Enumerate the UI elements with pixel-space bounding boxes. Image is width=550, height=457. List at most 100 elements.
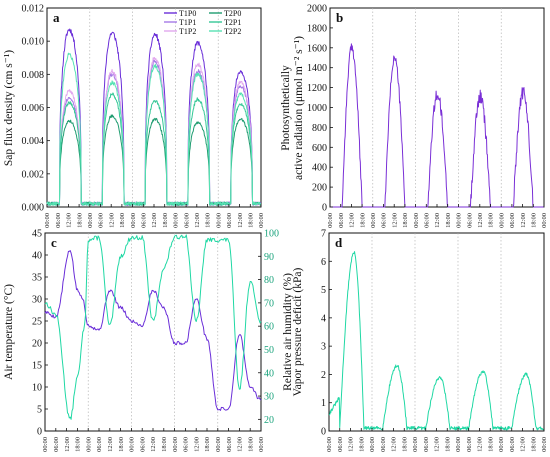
- c-ytick-label: 45: [32, 229, 42, 240]
- c-ytick-label: 30: [32, 295, 42, 306]
- d-xtick-label: 12:00: [434, 437, 441, 452]
- d-xtick-label: 00:00: [455, 437, 462, 452]
- panel-a-ylabel: Sap flux density (cm s⁻¹): [3, 50, 15, 166]
- panel-b-ylabel-line1: Photosynthetically: [280, 65, 292, 151]
- b-xtick-label: 00:00: [498, 213, 505, 228]
- b-ytick-label: 400: [312, 163, 327, 174]
- c-xtick-label: 12:00: [107, 437, 114, 452]
- c-ytick-right-label: 20: [264, 415, 274, 426]
- a-xtick-label: 06:00: [226, 213, 233, 228]
- d-xtick-label: 06:00: [380, 437, 387, 452]
- c-xtick-label: 18:00: [75, 437, 82, 452]
- panel-d-ylabel: Vapor pressure deficit (kPa): [292, 267, 304, 396]
- legend-label-T1P2: T1P2: [179, 27, 196, 36]
- b-ytick-label: 800: [312, 123, 327, 134]
- series-T1P2: [46, 56, 261, 206]
- b-ytick-label: 0: [322, 203, 327, 214]
- d-xtick-label: 06:00: [423, 437, 430, 452]
- panel-d-letter: d: [335, 235, 343, 250]
- a-xtick-label: 06:00: [55, 213, 62, 228]
- d-xtick-label: 18:00: [444, 437, 451, 452]
- b-ytick-label: 1600: [307, 43, 327, 54]
- c-xtick-label: 00:00: [85, 437, 92, 452]
- d-xtick-label: 00:00: [326, 437, 333, 452]
- b-xtick-label: 18:00: [359, 213, 366, 228]
- panel-d-frame: [328, 232, 545, 432]
- legend-label-T1P0: T1P0: [179, 9, 196, 18]
- series-PAR: [329, 43, 544, 208]
- b-ytick-label: 1200: [307, 83, 327, 94]
- a-xtick-label: 00:00: [173, 213, 180, 228]
- c-ytick-right-label: 100: [264, 229, 279, 240]
- c-xtick-label: 12:00: [150, 437, 157, 452]
- c-ytick-right-label: 80: [264, 275, 274, 286]
- b-xtick-label: 18:00: [445, 213, 452, 228]
- d-xtick-label: 06:00: [337, 437, 344, 452]
- panel-c-ylabel-right: Relative air humidity (%): [282, 273, 294, 391]
- d-xtick-label: 18:00: [401, 437, 408, 452]
- d-ytick-label: 0: [321, 427, 326, 438]
- a-xtick-label: 00:00: [44, 213, 51, 228]
- c-xtick-label: 06:00: [226, 437, 233, 452]
- a-xtick-label: 18:00: [119, 213, 126, 228]
- a-ytick-label: 0.002: [22, 169, 45, 180]
- a-xtick-label: 12:00: [237, 213, 244, 228]
- b-ytick-label: 600: [312, 143, 327, 154]
- b-ytick-label: 200: [312, 183, 327, 194]
- c-xtick-label: 00:00: [258, 437, 265, 452]
- a-xtick-label: 00:00: [130, 213, 137, 228]
- d-ytick-label: 6: [321, 257, 326, 268]
- a-xtick-label: 00:00: [258, 213, 265, 228]
- a-xtick-label: 06:00: [183, 213, 190, 228]
- d-ytick-label: 4: [321, 313, 326, 324]
- c-ytick-label: 15: [32, 361, 42, 372]
- panel-c-letter: c: [51, 235, 57, 250]
- c-xtick-label: 06:00: [53, 437, 60, 452]
- b-xtick-label: 18:00: [531, 213, 538, 228]
- a-ytick-label: 0.008: [22, 70, 45, 81]
- d-xtick-label: 18:00: [487, 437, 494, 452]
- panel-b-ylabel-line2: active radiation (μmol m⁻² s⁻¹): [293, 36, 305, 180]
- d-xtick-label: 00:00: [541, 437, 548, 452]
- a-xtick-label: 18:00: [248, 213, 255, 228]
- a-xtick-label: 06:00: [98, 213, 105, 228]
- b-xtick-label: 06:00: [381, 213, 388, 228]
- d-xtick-label: 12:00: [477, 437, 484, 452]
- b-xtick-label: 00:00: [541, 213, 548, 228]
- panel-a-letter: a: [53, 10, 60, 25]
- c-xtick-label: 12:00: [64, 437, 71, 452]
- d-ytick-label: 3: [321, 342, 326, 353]
- b-ytick-label: 2000: [307, 4, 327, 15]
- series-VPD: [328, 251, 544, 431]
- panel-b-letter: b: [336, 10, 343, 25]
- c-ytick-label: 40: [32, 251, 42, 262]
- a-xtick-label: 00:00: [215, 213, 222, 228]
- legend-label-T2P0: T2P0: [224, 9, 241, 18]
- d-xtick-label: 18:00: [358, 437, 365, 452]
- a-xtick-label: 18:00: [162, 213, 169, 228]
- panel-c-frame: [44, 232, 262, 432]
- b-xtick-label: 00:00: [327, 213, 334, 228]
- panel-a: 0.000 0.002 0.004 0.006 0.008 0.010 0.012 00:0…: [3, 4, 265, 228]
- d-xtick-label: 06:00: [509, 437, 516, 452]
- a-xtick-label: 12:00: [108, 213, 115, 228]
- c-xtick-label: 06:00: [96, 437, 103, 452]
- c-xtick-label: 18:00: [118, 437, 125, 452]
- c-xtick-label: 00:00: [42, 437, 49, 452]
- c-xtick-label: 00:00: [215, 437, 222, 452]
- d-xtick-label: 00:00: [412, 437, 419, 452]
- c-ytick-label: 5: [37, 405, 42, 416]
- d-xtick-label: 00:00: [498, 437, 505, 452]
- b-xtick-label: 12:00: [391, 213, 398, 228]
- c-ytick-right-label: 30: [264, 392, 274, 403]
- c-ytick-right-label: 90: [264, 252, 274, 263]
- b-xtick-label: 06:00: [338, 213, 345, 228]
- a-xtick-label: 12:00: [151, 213, 158, 228]
- c-ytick-right-label: 50: [264, 345, 274, 356]
- panel-b: 0 200 400 600 800 1000 1200 1400 1600 1800 2000 00…: [280, 4, 548, 228]
- a-xtick-label: 12:00: [66, 213, 73, 228]
- b-xtick-label: 06:00: [509, 213, 516, 228]
- b-ytick-label: 1000: [307, 103, 327, 114]
